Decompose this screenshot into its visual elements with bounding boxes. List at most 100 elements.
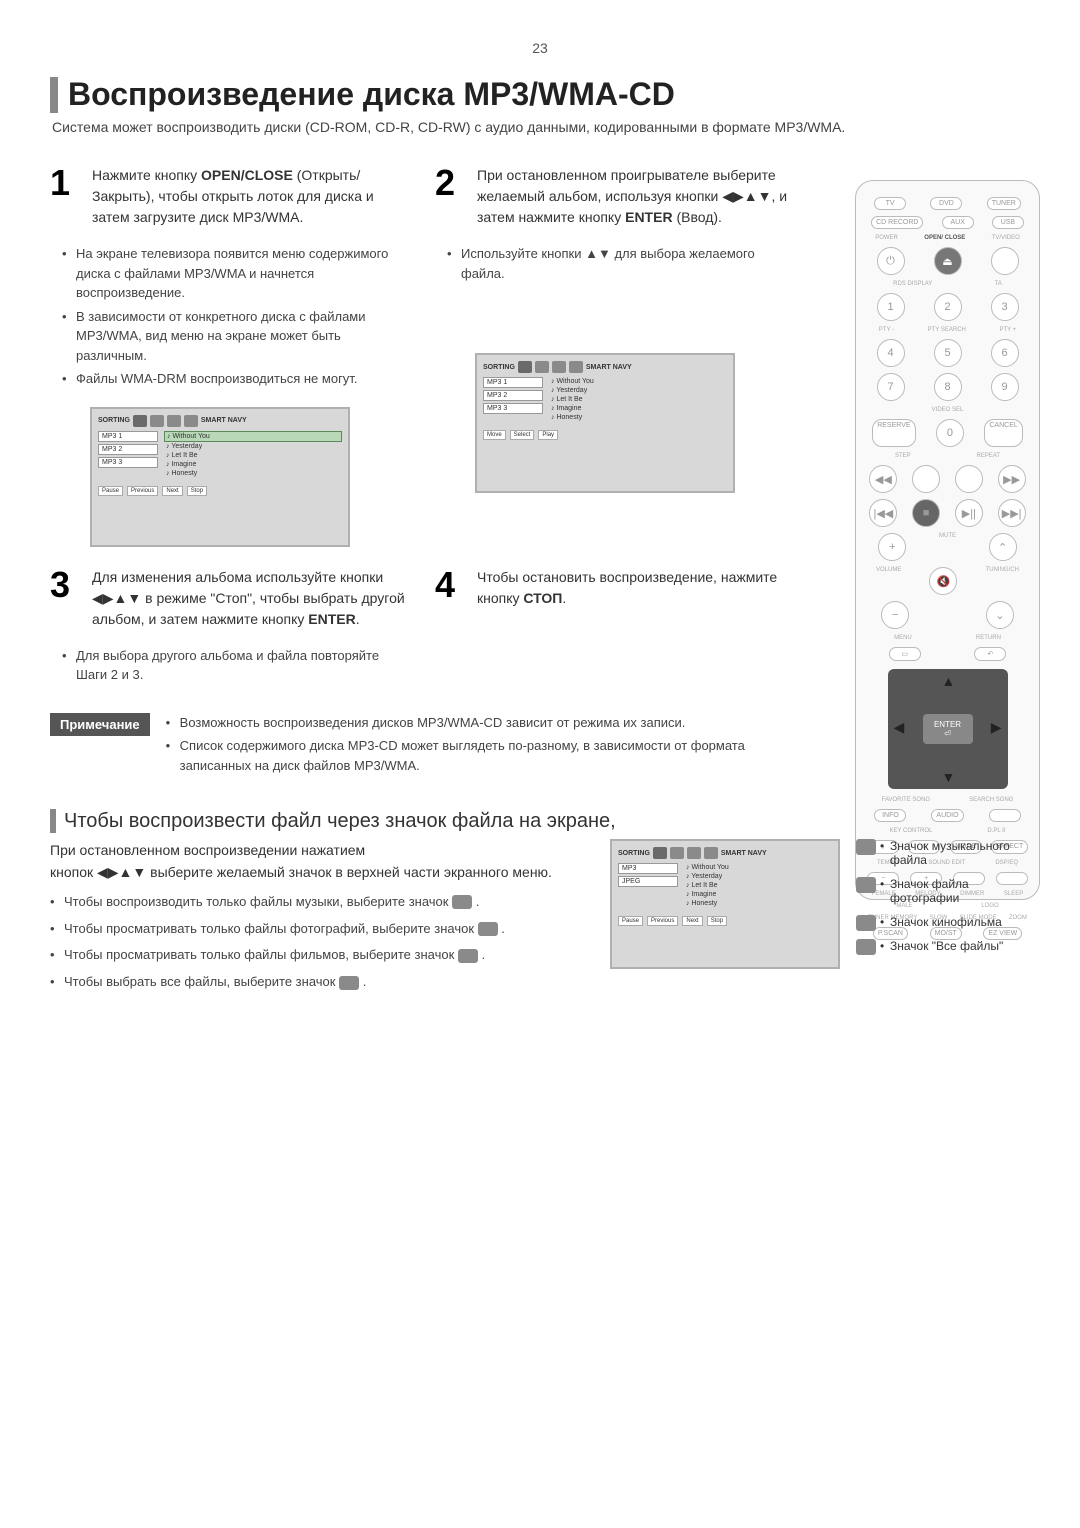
folder-item: MP3 (618, 863, 678, 874)
step-3-bullets: Для выбора другого альбома и файла повто… (50, 646, 405, 685)
forward-icon: ▶▶ (998, 465, 1026, 493)
play-pause-icon: ▶|| (955, 499, 983, 527)
file-item: ♪ Honesty (684, 899, 832, 908)
step-text: Нажмите кнопку OPEN/CLOSE (Открыть/ Закр… (92, 165, 405, 228)
remote-label: PTY - (879, 327, 894, 333)
numpad-button: 4 (877, 339, 905, 367)
right-arrow-icon: ▶ (991, 719, 1002, 736)
cancel-button: CANCEL (984, 419, 1022, 447)
file-item: ♪ Let It Be (549, 395, 727, 404)
page-title: Воспроизведение диска MP3/WMA-CD (68, 76, 675, 113)
menu-button: ▭ (889, 647, 921, 661)
legend-item: Значок файла фотографии (856, 877, 1030, 905)
file-item: ♪ Yesterday (164, 442, 342, 451)
photo-icon (856, 877, 876, 893)
sorting-label: SORTING (483, 364, 515, 371)
step-4: 4 Чтобы остановить воспроизведение, нажм… (435, 567, 790, 609)
remote-tuner-button: TUNER (987, 197, 1021, 210)
music-icon (452, 895, 472, 909)
remote-label: MENU (894, 635, 912, 641)
step-text-bold: OPEN/CLOSE (201, 167, 293, 183)
footer-btn: Move (483, 430, 506, 440)
folder-item: MP3 2 (483, 390, 543, 401)
page-subtitle: Система может воспроизводить диски (CD-R… (52, 119, 1030, 135)
music-icon (133, 415, 147, 427)
bullet-item: Для выбора другого альбома и файла повто… (62, 646, 405, 685)
footer-btn: Next (682, 916, 702, 926)
left-arrow-icon: ◀ (894, 719, 905, 736)
folder-item: JPEG (618, 876, 678, 887)
file-item: ♪ Let It Be (684, 881, 832, 890)
numpad-button: 6 (991, 339, 1019, 367)
legend-item: Значок кинофильма (856, 915, 1030, 929)
remote-aux-button: AUX (942, 216, 974, 229)
stop-icon: ■ (912, 499, 940, 527)
step-text-part: . (356, 611, 360, 627)
vol-up-icon: + (878, 533, 906, 561)
rewind-icon: ◀◀ (869, 465, 897, 493)
ch-up-icon: ⌃ (989, 533, 1017, 561)
all-icon (856, 939, 876, 955)
page-number: 23 (50, 40, 1030, 56)
remote-label: TV/VIDEO (992, 235, 1020, 241)
title-row: Воспроизведение диска MP3/WMA-CD (50, 76, 1030, 113)
subtitle-button (989, 809, 1021, 822)
bullet-item: В зависимости от конкретного диска с фай… (62, 307, 405, 366)
numpad-button: 8 (934, 373, 962, 401)
smart-navy-label: SMART NAVY (201, 417, 247, 424)
remote-label: VIDEO SEL (932, 407, 964, 413)
folder-item: MP3 2 (98, 444, 158, 455)
step-text: При остановленном проигрывателе выберите… (477, 165, 790, 228)
enter-dpad: ▲ ◀ ▶ ▼ ENTER⏎ (888, 669, 1008, 789)
remote-illustration: TV DVD TUNER CD RECORD AUX USB POWER OPE… (855, 180, 1040, 900)
folder-item: MP3 1 (98, 431, 158, 442)
screen-mock-1: SORTING SMART NAVY MP3 1 MP3 2 MP3 3 ♪ W… (90, 407, 350, 547)
info-button: INFO (874, 809, 906, 822)
remote-label: REPEAT (976, 453, 1000, 459)
remote-label: VOLUME (876, 567, 901, 595)
remote-label: RETURN (976, 635, 1001, 641)
return-button: ↶ (974, 647, 1006, 661)
remote-label: KEY CONTROL (889, 828, 932, 834)
section-2-item: Чтобы просматривать только файлы фотогра… (50, 919, 580, 940)
step-2-bullets: Используйте кнопки ▲▼ для выбора желаемо… (435, 244, 790, 283)
file-item: ♪ Imagine (684, 890, 832, 899)
step-number: 1 (50, 165, 80, 228)
file-item: ♪ Imagine (549, 404, 727, 413)
footer-btn: Stop (707, 916, 727, 926)
numpad-button: 2 (934, 293, 962, 321)
up-arrow-icon: ▲ (942, 673, 956, 689)
movie-icon (458, 949, 478, 963)
smart-navy-label: SMART NAVY (721, 850, 767, 857)
step-text: Чтобы остановить воспроизведение, нажмит… (477, 567, 790, 609)
file-item: ♪ Honesty (164, 469, 342, 478)
footer-btn: Stop (187, 486, 207, 496)
numpad-button: 3 (991, 293, 1019, 321)
title-accent-bar (50, 77, 58, 113)
note-block: Примечание Возможность воспроизведения д… (50, 713, 770, 780)
legend-list: Значок музыкального файла Значок файла ф… (856, 839, 1030, 963)
step-text-part: Нажмите кнопку (92, 167, 201, 183)
file-item: ♪ Let It Be (164, 451, 342, 460)
footer-btn: Select (510, 430, 535, 440)
photo-icon (535, 361, 549, 373)
photo-icon (670, 847, 684, 859)
remote-label: RDS DISPLAY (893, 281, 932, 287)
step-1: 1 Нажмите кнопку OPEN/CLOSE (Открыть/ За… (50, 165, 405, 228)
file-item: ♪ Without You (549, 377, 727, 386)
step-text-bold: ENTER (625, 209, 672, 225)
remote-label: TUNING/CH (986, 567, 1019, 595)
numpad-button: 9 (991, 373, 1019, 401)
prev-icon: |◀◀ (869, 499, 897, 527)
remote-label: STEP (895, 453, 911, 459)
folder-item: MP3 1 (483, 377, 543, 388)
footer-btn: Previous (647, 916, 678, 926)
legend-item: Значок музыкального файла (856, 839, 1030, 867)
all-icon (339, 976, 359, 990)
remote-label: PTY SEARCH (928, 327, 966, 333)
all-icon (704, 847, 718, 859)
music-icon (856, 839, 876, 855)
footer-btn: Play (538, 430, 558, 440)
section-2-item: Чтобы воспроизводить только файлы музыки… (50, 892, 580, 913)
power-icon: ⏻ (877, 247, 905, 275)
